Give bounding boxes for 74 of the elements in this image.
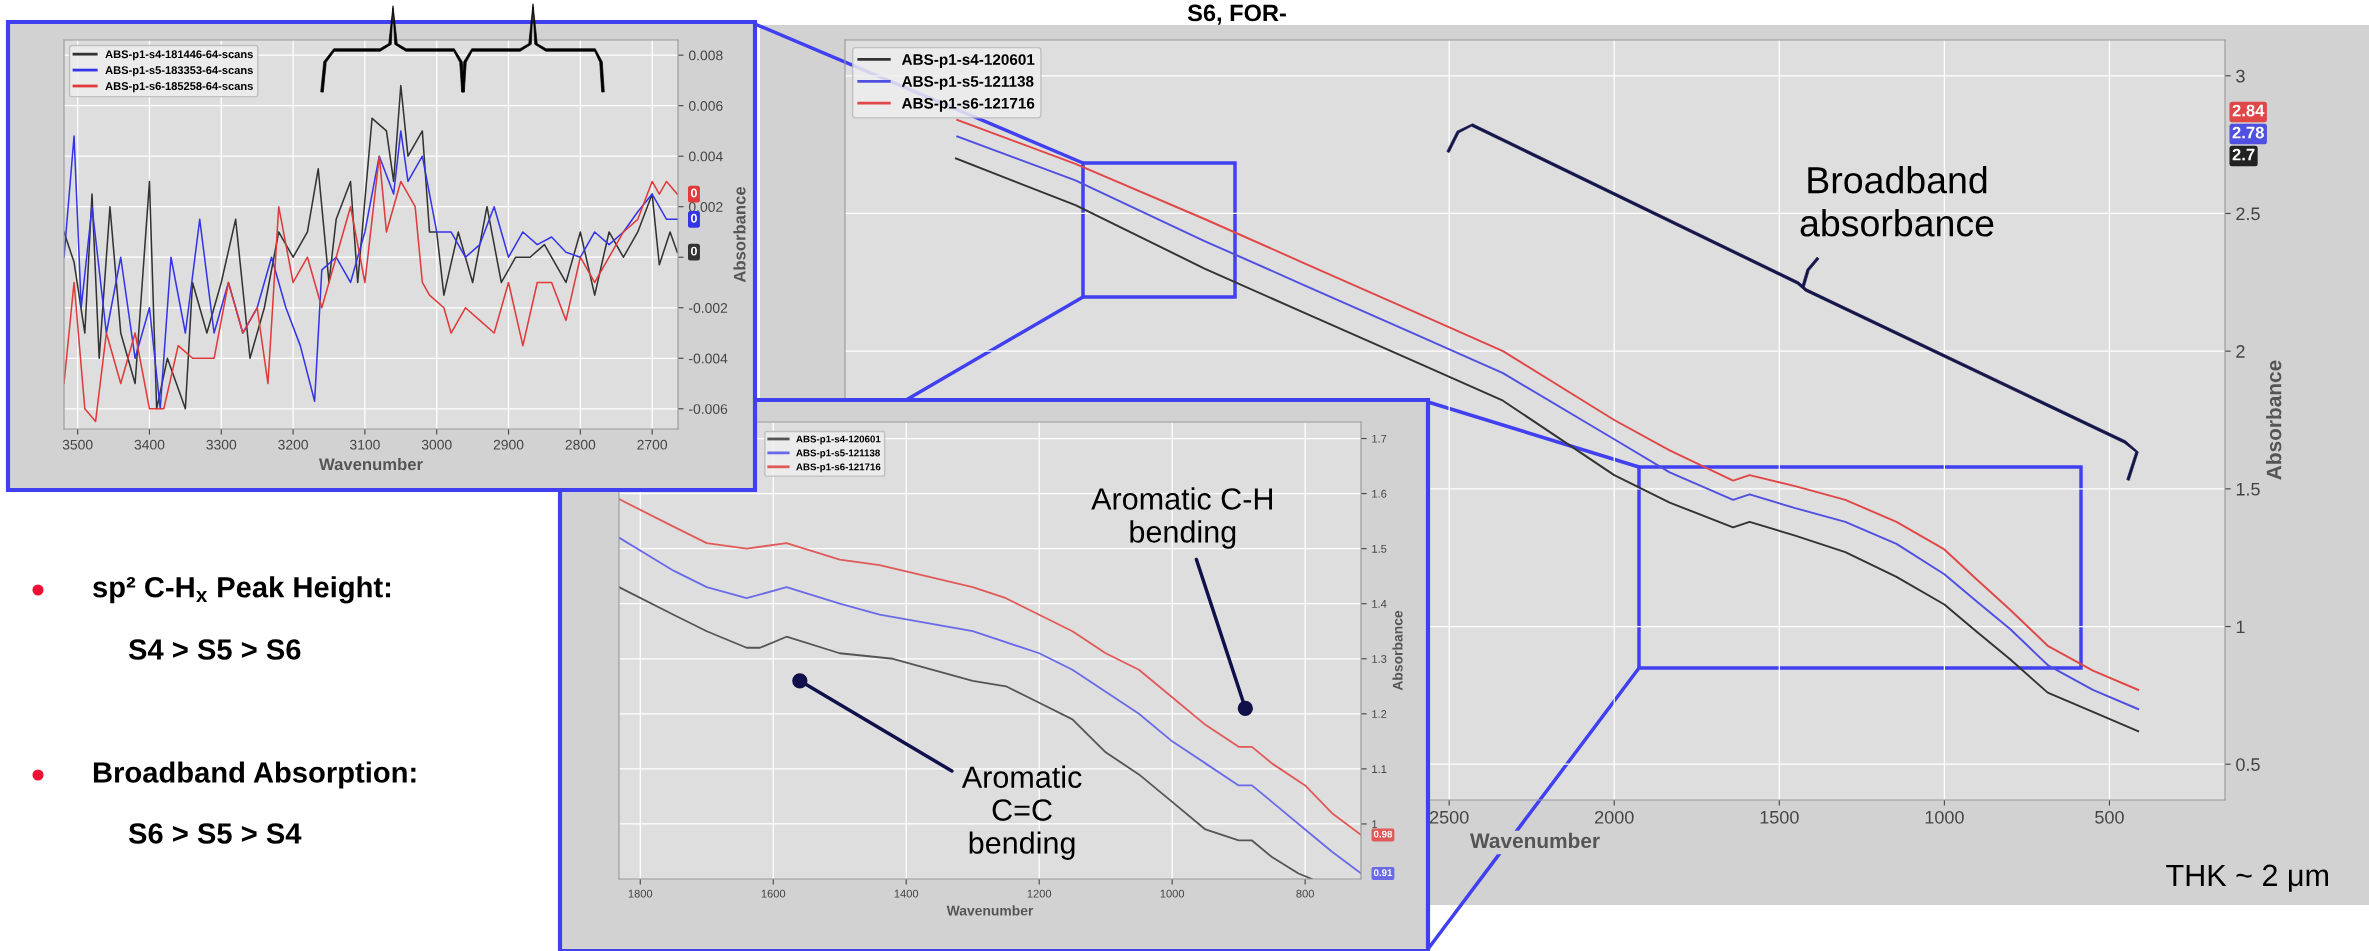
text: S4 > S5 > S6 bbox=[128, 639, 301, 660]
chart-title: S6, FOR- bbox=[1187, 4, 1286, 25]
y-tick-label: 1.5 bbox=[2236, 482, 2260, 496]
x-tick-label: 1200 bbox=[1027, 889, 1052, 898]
y-tick-label: -0.004 bbox=[689, 353, 728, 364]
y-tick-label: 1.3 bbox=[1372, 655, 1387, 663]
x-tick-label: 2700 bbox=[637, 439, 668, 450]
x-tick-label: 1000 bbox=[1925, 810, 1964, 824]
x-tick-label: 2500 bbox=[1429, 810, 1469, 824]
y-tick-label: -0.002 bbox=[689, 303, 728, 313]
data-label: 0.91 bbox=[1373, 869, 1393, 877]
annotation: Broadband absorbance bbox=[1800, 165, 1994, 237]
legend-label: ABS-p1-s4-120601 bbox=[901, 54, 1035, 68]
data-label: 0 bbox=[690, 246, 697, 256]
y-tick-label: 1 bbox=[1372, 820, 1378, 828]
y-tick-label: 0.004 bbox=[688, 151, 723, 162]
y-tick-label: 0.5 bbox=[2236, 758, 2260, 771]
text: THK ~ 2 μm bbox=[2166, 864, 2328, 892]
x-tick-label: 800 bbox=[1296, 889, 1314, 898]
x-tick-label: 3500 bbox=[62, 439, 93, 450]
x-axis-title: Wavenumber bbox=[1470, 832, 1600, 849]
legend-label: ABS-p1-s6-121716 bbox=[901, 97, 1035, 112]
x-tick-label: 2000 bbox=[1595, 810, 1634, 824]
x-tick-label: 1500 bbox=[1760, 810, 1799, 824]
y-tick-label: 1.7 bbox=[1372, 434, 1387, 443]
y-tick-label: 1.1 bbox=[1372, 765, 1387, 773]
text: 2.78 bbox=[2232, 126, 2264, 139]
line-series bbox=[619, 586, 1313, 879]
y-tick-label: 3 bbox=[2236, 69, 2245, 83]
y-tick-label: 0.008 bbox=[688, 50, 723, 61]
y-tick-label: 2.5 bbox=[2236, 207, 2260, 221]
legend-label: ABS-p1-s5-121138 bbox=[796, 449, 880, 459]
x-tick-label: 1800 bbox=[628, 889, 653, 898]
data-label: 0.98 bbox=[1373, 830, 1393, 838]
x-tick-label: 3100 bbox=[349, 439, 380, 450]
text: S6 > S5 > S4 bbox=[128, 823, 302, 844]
y-tick-label: 1 bbox=[2236, 620, 2245, 634]
y-axis-title: Absorbance bbox=[733, 186, 746, 283]
x-tick-label: 3000 bbox=[421, 439, 452, 450]
y-axis-title: Absorbance bbox=[2266, 360, 2282, 480]
y-tick-label: -0.006 bbox=[689, 404, 728, 414]
y-tick-label: 1.2 bbox=[1372, 710, 1387, 718]
x-axis-title: Wavenumber bbox=[946, 905, 1034, 916]
x-tick-label: 1600 bbox=[761, 889, 786, 898]
y-axis-title: Absorbance bbox=[1392, 610, 1403, 691]
y-tick-label: 2 bbox=[2236, 345, 2245, 358]
x-tick-label: 3200 bbox=[278, 439, 308, 450]
x-tick-label: 3300 bbox=[206, 439, 237, 450]
x-axis-title: Wavenumber bbox=[319, 457, 423, 471]
y-tick-label: 1.6 bbox=[1372, 489, 1387, 498]
text: 2.84 bbox=[2232, 104, 2265, 117]
legend-label: ABS-p1-s6-121716 bbox=[796, 463, 881, 473]
x-tick-label: 2900 bbox=[493, 439, 524, 450]
text: sp² C-H$_{x}$ Peak Height: bbox=[93, 576, 391, 604]
legend-label: ABS-p1-s6-185258-64-scans bbox=[105, 82, 253, 93]
x-tick-label: 3400 bbox=[134, 439, 165, 450]
y-tick-label: 0.006 bbox=[688, 101, 723, 111]
data-label: 0 bbox=[690, 213, 697, 223]
x-tick-label: 1000 bbox=[1160, 889, 1185, 898]
text: Broadband Absorption: bbox=[93, 761, 416, 789]
y-tick-label: 0.002 bbox=[688, 202, 723, 212]
legend-label: ABS-p1-s5-183353-64-scans bbox=[105, 66, 253, 77]
annotation: Aromatic C=C bending bbox=[961, 765, 1082, 860]
x-tick-label: 1400 bbox=[894, 889, 919, 898]
x-tick-label: 500 bbox=[2095, 810, 2124, 824]
legend-label: ABS-p1-s5-121138 bbox=[901, 76, 1034, 90]
x-tick-label: 2800 bbox=[565, 439, 596, 450]
y-tick-label: 1.5 bbox=[1372, 545, 1387, 553]
annotation: Aromatic C-H bending bbox=[1091, 487, 1272, 549]
text: 2.7 bbox=[2232, 148, 2255, 161]
legend-label: ABS-p1-s4-181446-64-scans bbox=[105, 50, 253, 61]
y-tick-label: 1.4 bbox=[1372, 600, 1387, 608]
data-label: 0 bbox=[690, 188, 697, 198]
legend-label: ABS-p1-s4-120601 bbox=[796, 435, 881, 445]
